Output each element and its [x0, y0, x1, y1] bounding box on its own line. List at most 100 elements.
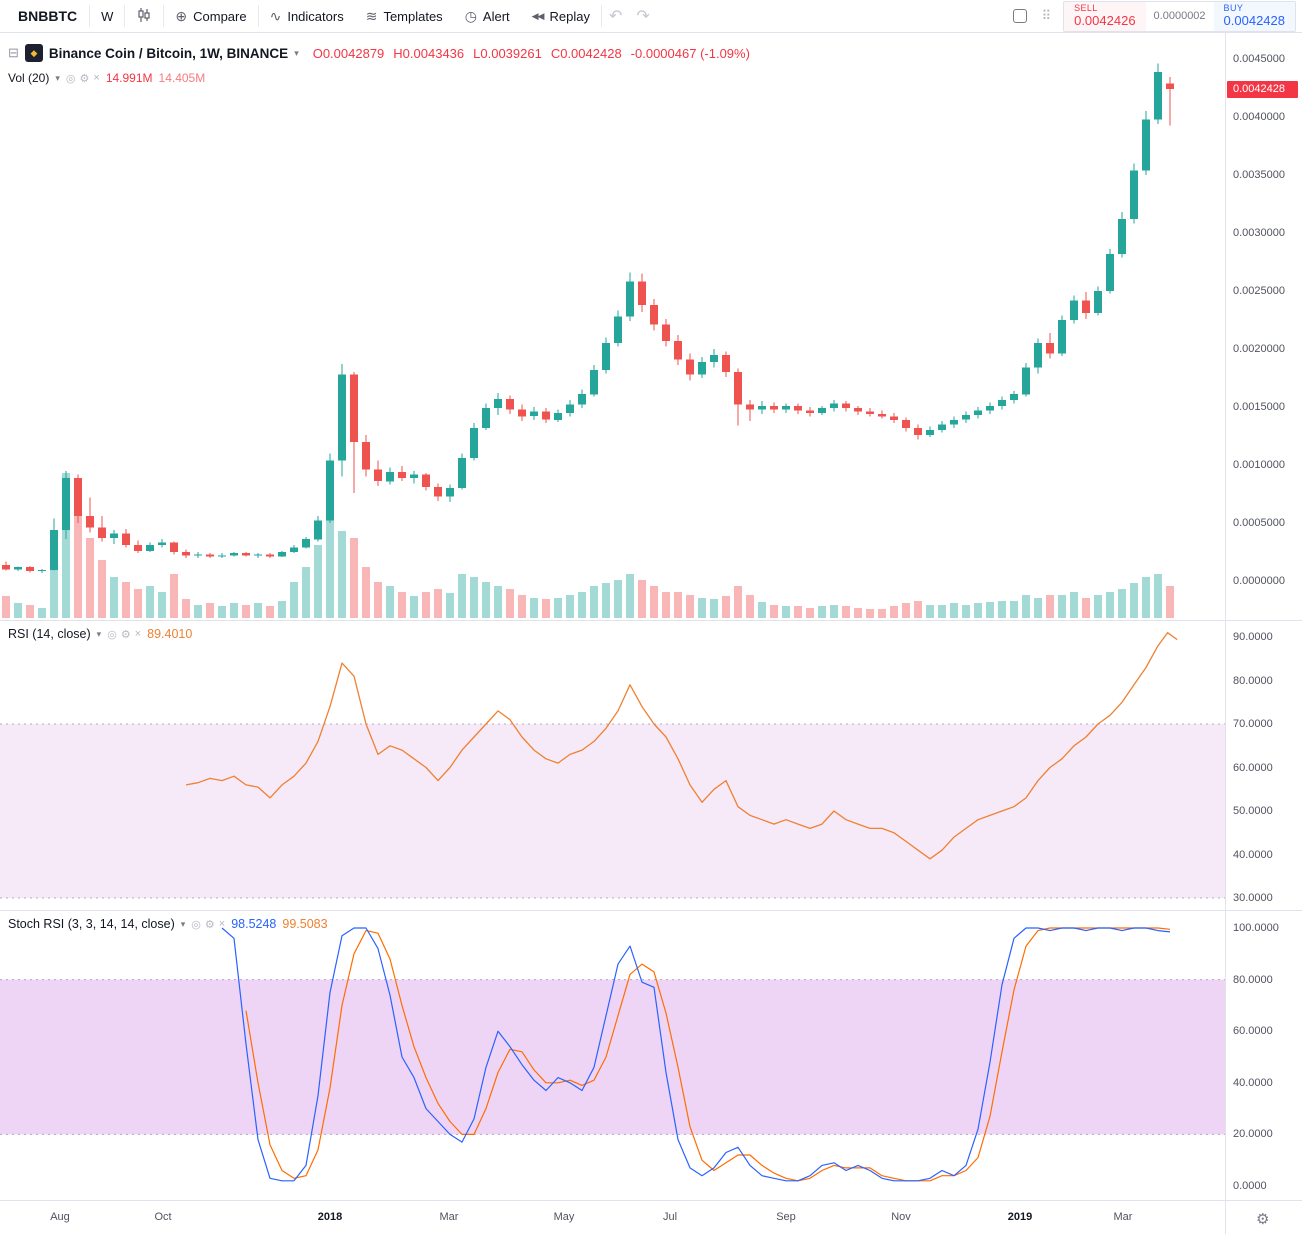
alert-label: Alert [482, 8, 510, 24]
alert-button[interactable]: ◷ Alert [454, 0, 521, 32]
replay-icon: ◀◀ [531, 10, 545, 21]
gear-icon[interactable]: ⚙ [1256, 1211, 1270, 1228]
templates-button[interactable]: ≋ Templates [355, 0, 454, 32]
toolbar-divider [600, 5, 602, 27]
sell-price: 0.0042426 [1074, 12, 1136, 28]
stoch-rsi-chart-canvas[interactable] [0, 910, 1225, 1200]
collapse-panel-icon[interactable]: ⊟ [8, 45, 19, 60]
time-axis-separator [0, 1200, 1302, 1201]
time-tick: Sep [776, 1211, 796, 1223]
stoch-tick: 80.0000 [1233, 973, 1273, 986]
alert-clock-icon: ◷ [464, 8, 477, 24]
ohlc-close: C0.0042428 [550, 45, 622, 61]
volume-legend: Vol (20) ▾ ◎ ⚙ × 14.991M 14.405M [8, 71, 205, 85]
price-tick: 0.0045000 [1233, 53, 1285, 65]
price-tick: 0.0015000 [1233, 401, 1285, 413]
stoch-d-value: 99.5083 [282, 917, 328, 931]
close-icon[interactable]: × [218, 917, 226, 930]
indicators-label: Indicators [287, 8, 344, 24]
eye-icon[interactable]: ◎ [107, 628, 117, 641]
rsi-legend: RSI (14, close) ▾ ◎ ⚙ × 89.4010 [8, 627, 192, 641]
chevron-down-icon[interactable]: ▾ [55, 72, 60, 83]
interval-button[interactable]: W [101, 8, 114, 24]
volume-value: 14.991M [105, 71, 153, 85]
time-tick: Jul [662, 1211, 678, 1223]
rsi-chart-canvas[interactable] [0, 620, 1225, 910]
rsi-tick: 40.0000 [1233, 848, 1273, 861]
settings-icon[interactable]: ⚙ [120, 628, 131, 641]
drag-handle-icon[interactable]: ⠿ [1041, 8, 1052, 23]
eye-icon[interactable]: ◎ [65, 72, 76, 85]
panel-separator[interactable] [0, 910, 1302, 911]
redo-button[interactable]: ↷ [636, 8, 650, 25]
price-tick: 0.0040000 [1233, 111, 1285, 123]
volume-label[interactable]: Vol (20) [8, 71, 50, 85]
time-tick: Mar [1113, 1211, 1133, 1223]
fullscreen-icon[interactable] [1012, 9, 1027, 23]
price-tick: 0.0010000 [1233, 459, 1285, 471]
ohlc-open: O0.0042879 [312, 45, 385, 61]
settings-icon[interactable]: ⚙ [79, 72, 90, 85]
time-tick: Nov [891, 1211, 911, 1223]
rsi-tick: 60.0000 [1233, 761, 1273, 774]
time-tick: 2018 [317, 1211, 343, 1223]
order-panel: SELL 0.0042426 0.0000002 BUY 0.0042428 [1063, 0, 1296, 32]
stoch-tick: 100.0000 [1233, 922, 1279, 934]
chart-type-button[interactable] [125, 0, 163, 32]
rsi-label[interactable]: RSI (14, close) [8, 627, 91, 641]
compare-button[interactable]: ⊕ Compare [164, 0, 257, 32]
templates-icon: ≋ [365, 8, 378, 24]
time-tick: May [553, 1211, 575, 1223]
compare-label: Compare [193, 8, 247, 24]
price-tick: 0.0005000 [1233, 517, 1285, 529]
price-tick: 0.0000000 [1233, 575, 1285, 587]
close-icon[interactable]: × [93, 71, 100, 84]
price-axis[interactable]: 0.0042428 0.0045000 0.0040000 0.0035000 0.0… [1225, 33, 1302, 1234]
toolbar-divider [163, 5, 165, 27]
stoch-rsi-label[interactable]: Stoch RSI (3, 3, 14, 14, close) [8, 917, 175, 931]
panel-separator[interactable] [0, 620, 1302, 621]
stoch-tick: 0.0000 [1233, 1180, 1267, 1192]
chevron-down-icon[interactable]: ▾ [96, 628, 102, 639]
time-tick: 2019 [1007, 1211, 1033, 1223]
symbol-button[interactable]: BNBBTC [18, 8, 78, 24]
stoch-tick: 20.0000 [1233, 1128, 1273, 1141]
compare-icon: ⊕ [175, 8, 188, 24]
series-title[interactable]: Binance Coin / Bitcoin, 1W, BINANCE [48, 45, 289, 61]
last-price-badge: 0.0042428 [1227, 80, 1298, 98]
spread-value: 0.0000002 [1145, 1, 1214, 31]
sell-label: SELL [1074, 3, 1098, 14]
close-icon[interactable]: × [134, 627, 142, 640]
rsi-value: 89.4010 [147, 627, 193, 641]
settings-icon[interactable]: ⚙ [204, 918, 215, 931]
replay-label: Replay [549, 8, 590, 24]
rsi-tick: 30.0000 [1233, 892, 1273, 904]
top-toolbar: BNBBTC W ⊕ Compare ∿ Indicators ≋ Templa… [0, 0, 1302, 33]
indicators-button[interactable]: ∿ Indicators [259, 0, 355, 32]
stoch-tick: 40.0000 [1233, 1076, 1273, 1089]
stoch-rsi-legend: Stoch RSI (3, 3, 14, 14, close) ▾ ◎ ⚙ × … [8, 917, 328, 931]
buy-button[interactable]: BUY 0.0042428 [1213, 1, 1295, 31]
ohlc-high: H0.0043436 [393, 45, 465, 61]
undo-button[interactable]: ↶ [608, 8, 623, 25]
toolbar-divider [89, 5, 91, 27]
eye-icon[interactable]: ◎ [191, 918, 201, 931]
price-tick: 0.0035000 [1233, 169, 1285, 181]
price-chart-canvas[interactable] [0, 34, 1225, 620]
replay-button[interactable]: ◀◀ Replay [521, 0, 601, 32]
main-series-legend: ⊟ ◆ Binance Coin / Bitcoin, 1W, BINANCE … [8, 44, 750, 62]
price-tick: 0.0020000 [1233, 343, 1285, 355]
volume-ma-value: 14.405M [158, 71, 206, 85]
chevron-down-icon[interactable]: ▾ [294, 47, 299, 58]
price-tick: 0.0030000 [1233, 227, 1285, 239]
time-axis[interactable]: Aug Oct 2018 Mar May Jul Sep Nov 2019 Mar [0, 1200, 1225, 1234]
time-tick: Mar [439, 1211, 459, 1223]
chevron-down-icon[interactable]: ▾ [180, 918, 186, 929]
ohlc-change: -0.0000467 (-1.09%) [630, 45, 750, 61]
symbol-logo: ◆ [24, 44, 43, 62]
candlestick-icon [136, 7, 152, 25]
rsi-tick: 80.0000 [1233, 674, 1273, 687]
templates-label: Templates [383, 8, 443, 24]
stoch-k-value: 98.5248 [231, 917, 277, 931]
sell-button[interactable]: SELL 0.0042426 [1064, 1, 1146, 31]
